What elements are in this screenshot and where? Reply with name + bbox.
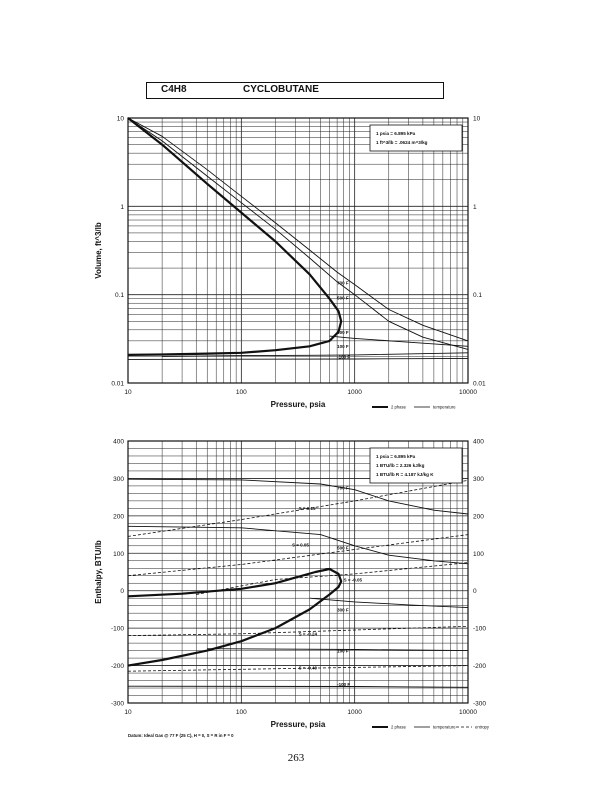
chart2-x-tick-label: 100	[236, 709, 247, 716]
chart1-y-axis-label: Volume, ft^3/lb	[94, 222, 103, 279]
chart1-legend-label: temperature	[433, 405, 456, 410]
chart1-series-2-phase-0	[127, 117, 343, 356]
chart2-y-tick-label-left: 300	[113, 476, 124, 483]
chart2-y-tick-label-right: 0	[473, 588, 477, 595]
chart1-curve-label: 300 F	[337, 330, 349, 335]
chart1-x-tick-label: 10	[124, 389, 132, 396]
chart1-info-text: 1 psia = 6.895 kPa	[376, 131, 416, 136]
chart2-series-entropy-6	[127, 479, 469, 537]
chemical-formula: C4H8	[161, 84, 187, 95]
chart2-y-tick-label-right: 100	[473, 551, 484, 558]
chart2-y-tick-label-left: 0	[120, 588, 124, 595]
chart2-y-tick-label-left: 400	[113, 439, 124, 446]
chart1-info-text: 1 ft^3/lb = .0624 m^3/kg	[376, 140, 428, 145]
chart2-footnote: Datum: Ideal Gas @ 77 F (25 C), H = 0, S…	[128, 733, 234, 738]
chart2-y-tick-label-right: 400	[473, 439, 484, 446]
chart2-y-tick-label-right: 200	[473, 513, 484, 520]
chart2-series-temperature-5	[127, 685, 469, 688]
chart2-x-tick-label: 10000	[459, 709, 477, 716]
chart1-series-temperature-5	[127, 357, 469, 360]
chart1-series-temperature-4	[162, 352, 469, 357]
chart2-y-tick-label-right: -100	[473, 626, 486, 633]
chart2-curve-label: 300 F	[337, 607, 349, 612]
chart2-y-tick-label-left: 100	[113, 551, 124, 558]
chart2-legend-label: 2 phase	[391, 725, 407, 730]
chart2-curve-label: S = 0.05	[292, 543, 309, 548]
chart2-curve-label: S = 0.15	[299, 506, 316, 511]
page-number: 263	[287, 752, 305, 764]
chart2-series-temperature-4	[207, 648, 469, 652]
chart2-x-tick-label: 1000	[347, 709, 362, 716]
chart2-x-tick-label: 10	[124, 709, 132, 716]
chart1-y-tick-label-right: 0.1	[473, 292, 482, 299]
chart2-y-tick-label-left: -200	[111, 663, 124, 670]
chart2-y-tick-label-right: -300	[473, 701, 486, 708]
chart2-legend-label: temperature	[433, 725, 456, 730]
chart2-x-axis-label: Pressure, psia	[271, 720, 326, 729]
chart2-series-temperature-1	[127, 478, 469, 515]
chart1-x-axis-label: Pressure, psia	[271, 400, 326, 409]
chart1-x-tick-label: 100	[236, 389, 247, 396]
chart2-curve-label: S = -0.40	[299, 665, 318, 670]
chart2-series-entropy-8	[196, 562, 469, 595]
chart2-curve-label: 700 F	[337, 486, 349, 491]
chart2-curve-label: S = -0.24	[299, 632, 318, 637]
chart1-curve-label: 700 F	[337, 281, 349, 286]
chart1-curve-label: -100 F	[337, 354, 350, 359]
chart2-series-entropy-7	[127, 534, 469, 577]
chart2-info-text: 1 BTU/lb = 2.326 kJ/kg	[376, 463, 425, 468]
chart2-plot-frame	[127, 440, 469, 704]
chart2-series-2-phase-0	[127, 567, 343, 667]
chart1-legend-label: 2 phase	[391, 405, 407, 410]
chart2-y-tick-label-left: -100	[111, 626, 124, 633]
chart2-info-text: 1 psia = 6.895 kPa	[376, 454, 416, 459]
chart2-y-tick-label-left: -300	[111, 701, 124, 708]
chart1-y-tick-label-right: 10	[473, 116, 481, 123]
chart1-y-tick-label-left: 0.01	[111, 381, 124, 388]
chart1-info-box	[369, 124, 463, 152]
chart2-y-tick-label-right: 300	[473, 476, 484, 483]
chart2-curve-label: 100 F	[337, 648, 349, 653]
chart1-plot-frame	[127, 117, 469, 384]
chart1-series-temperature-1	[127, 117, 469, 350]
chart1-x-tick-label: 1000	[347, 389, 362, 396]
chart2-y-axis-label: Enthalpy, BTU/lb	[94, 540, 103, 604]
chart2-series-entropy-9	[127, 625, 469, 636]
chart2-series-temperature-2	[127, 525, 469, 565]
chart2-series-entropy-10	[127, 665, 469, 672]
chart1-y-tick-label-right: 1	[473, 204, 477, 211]
chemical-name: CYCLOBUTANE	[243, 84, 319, 95]
chart2-curve-label: -100 F	[337, 682, 350, 687]
chart1-y-tick-label-left: 1	[120, 204, 124, 211]
chart2-series-temperature-3	[309, 597, 469, 609]
chart1-series-temperature-3	[329, 335, 469, 347]
chart1-series-temperature-2	[127, 117, 469, 342]
chart2-info-text: 1 BTU/lb R = 4.187 kJ/kg K	[376, 472, 434, 477]
chart2-curve-label: S = -0.05	[344, 577, 363, 582]
chart2-y-tick-label-left: 200	[113, 513, 124, 520]
chart1-y-tick-label-left: 10	[117, 116, 125, 123]
chart1-y-tick-label-left: 0.1	[115, 292, 124, 299]
chart-title-box: C4H8 CYCLOBUTANE	[146, 82, 444, 99]
chart1-curve-label: 100 F	[337, 344, 349, 349]
chart2-legend-label: entropy	[475, 725, 490, 730]
chart2-curve-label: 500 F	[337, 546, 349, 551]
chart1-y-tick-label-right: 0.01	[473, 381, 486, 388]
chart2-y-tick-label-right: -200	[473, 663, 486, 670]
chart1-x-tick-label: 10000	[459, 389, 477, 396]
chart1-curve-label: 500 F	[337, 296, 349, 301]
chart2-info-box	[369, 447, 463, 484]
